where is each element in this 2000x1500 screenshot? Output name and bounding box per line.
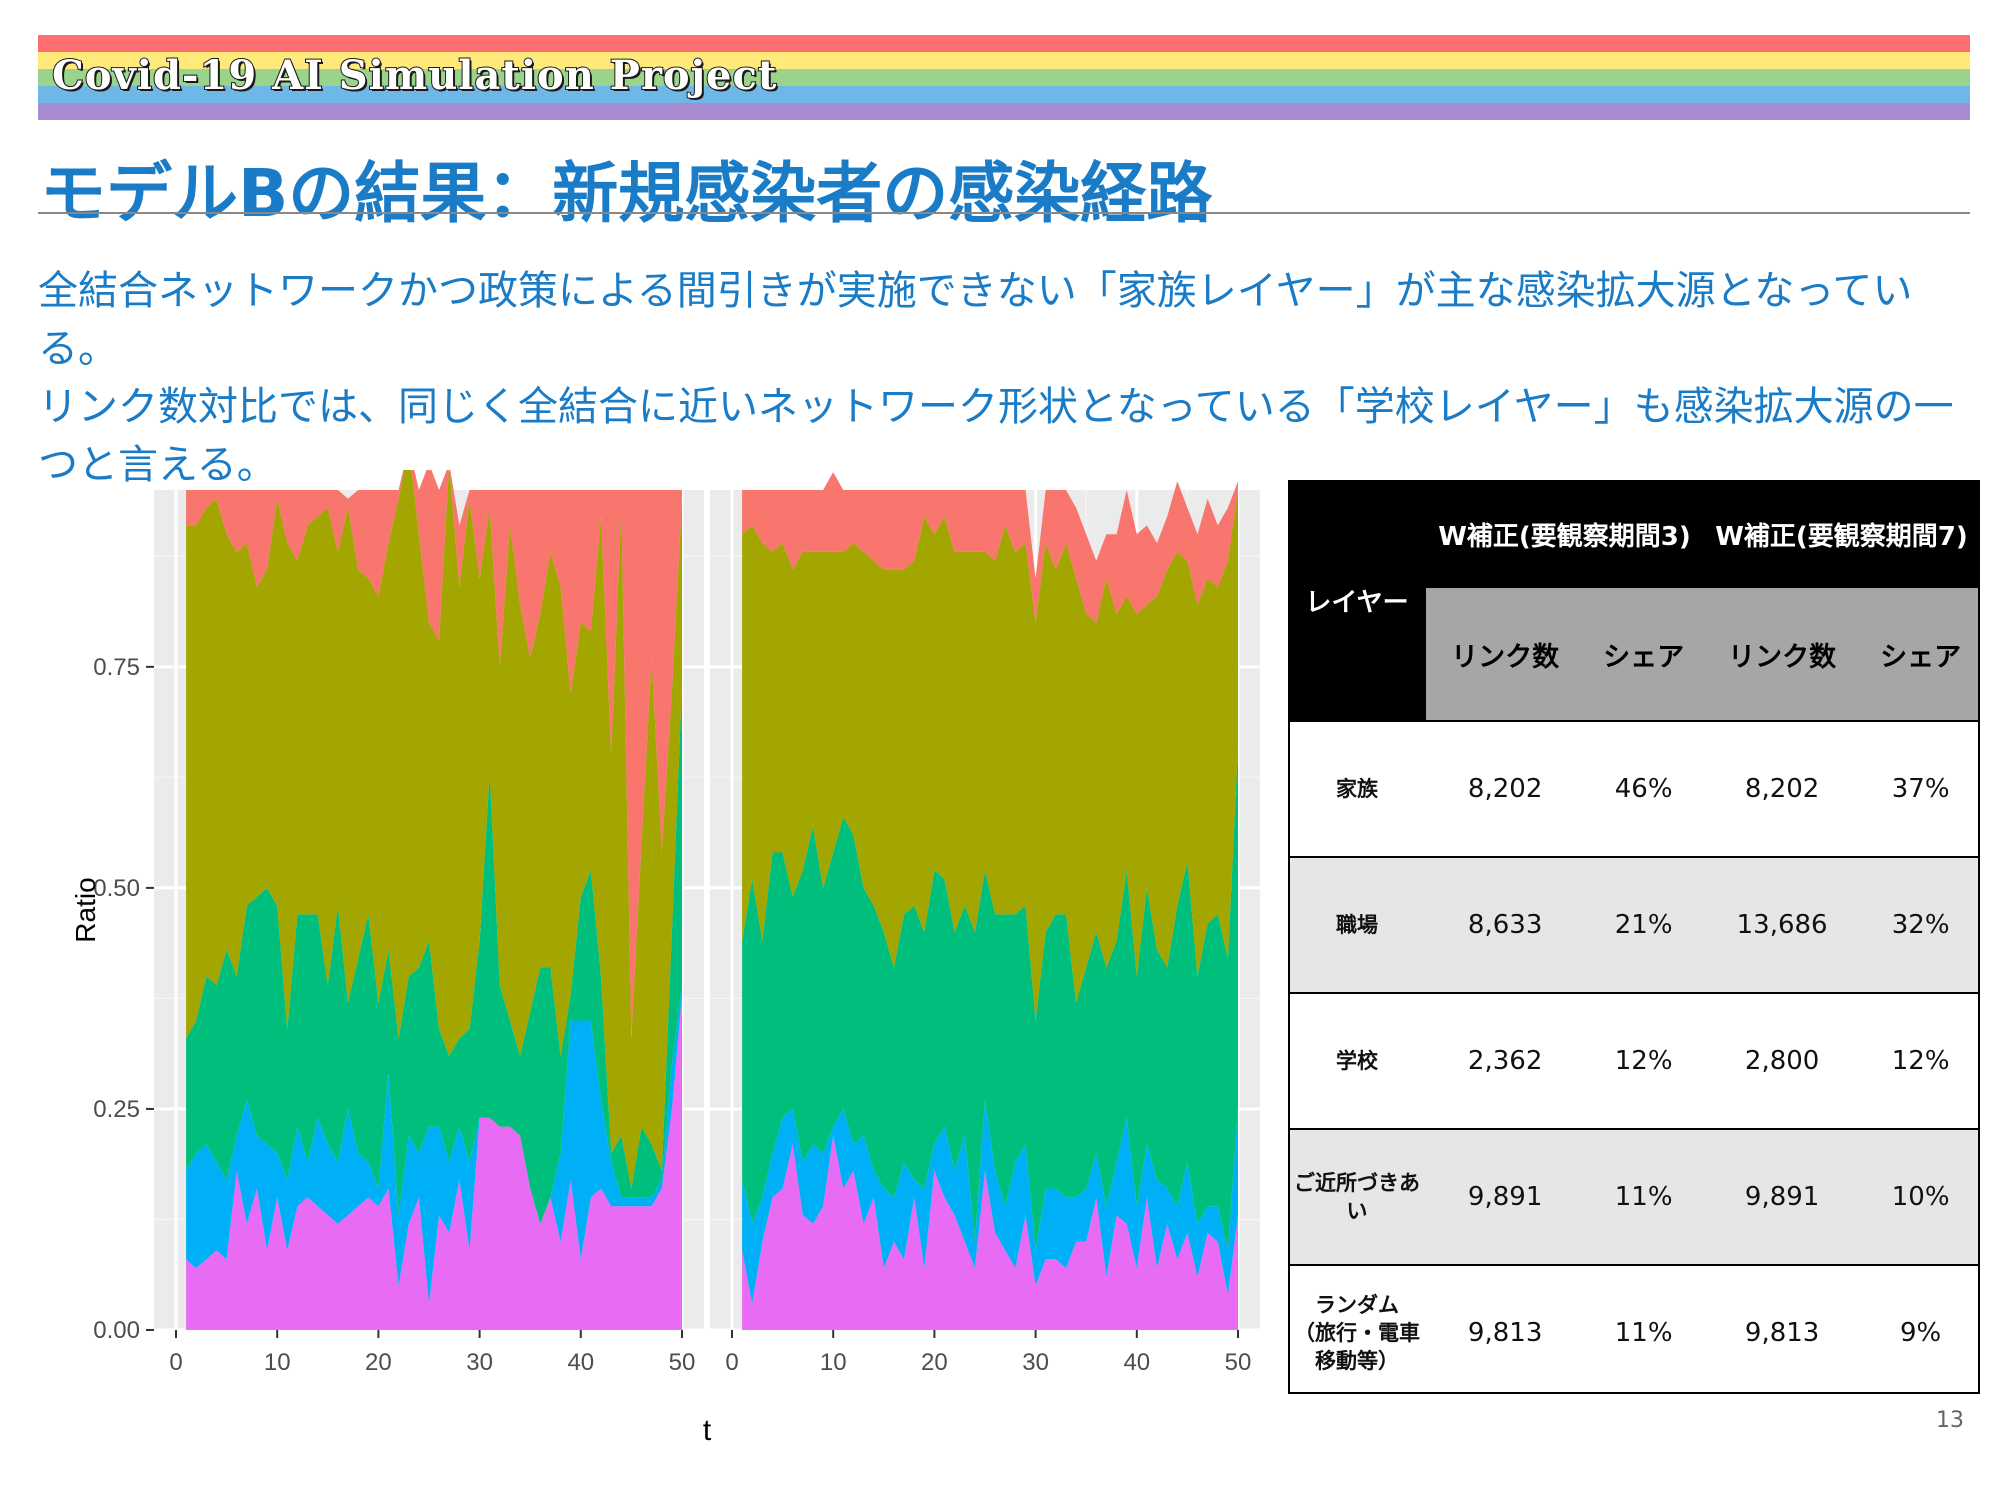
banner-stripe-red bbox=[38, 35, 1970, 52]
cell-link-count-7: 8,202 bbox=[1702, 720, 1862, 857]
banner-stripe-green bbox=[38, 69, 1970, 86]
banner-stripe-yellow bbox=[38, 52, 1970, 69]
link-count-table: レイヤー W補正(要観察期間3) W補正(要観察期間7) リンク数 シェア リン… bbox=[1288, 480, 1980, 1400]
cell-link-count-7: 13,686 bbox=[1702, 856, 1862, 993]
title-divider bbox=[38, 212, 1970, 214]
area-series-5 bbox=[742, 472, 1238, 623]
y-tick-label: 0.00 bbox=[93, 1317, 140, 1344]
x-tick-label: 50 bbox=[1225, 1349, 1252, 1376]
cell-share-3: 46% bbox=[1584, 720, 1703, 857]
layer-name: 家族 bbox=[1288, 720, 1426, 857]
area-series-4 bbox=[186, 470, 682, 1189]
cell-share-3: 12% bbox=[1584, 992, 1703, 1129]
subheader-share: シェア bbox=[1584, 588, 1703, 721]
layer-name-random: ランダム （旅行・電車 移動等） bbox=[1288, 1264, 1426, 1400]
cell-share-7: 37% bbox=[1861, 720, 1980, 857]
layer-name-detail: 移動等） bbox=[1315, 1349, 1399, 1373]
x-tick-label: 10 bbox=[264, 1349, 291, 1376]
y-axis-label: Ratio bbox=[70, 877, 101, 942]
area-series-3 bbox=[186, 684, 682, 1224]
cell-share-7: 9% bbox=[1861, 1264, 1980, 1400]
cell-share-7: 12% bbox=[1861, 992, 1980, 1129]
x-tick-label: 0 bbox=[725, 1349, 738, 1376]
table-row-family: 家族 8,202 46% 8,202 37% bbox=[1288, 720, 1980, 857]
cell-share-3: 11% bbox=[1584, 1128, 1703, 1265]
cell-share-3: 11% bbox=[1584, 1264, 1703, 1400]
y-tick-label: 0.50 bbox=[93, 875, 140, 902]
y-tick-label: 0.25 bbox=[93, 1096, 140, 1123]
table-row-workplace: 職場 8,633 21% 13,686 32% bbox=[1288, 856, 1980, 993]
x-tick-label: 30 bbox=[466, 1349, 493, 1376]
x-tick-label: 40 bbox=[567, 1349, 594, 1376]
cell-link-count-3: 8,202 bbox=[1426, 720, 1585, 857]
cell-share-7: 10% bbox=[1861, 1128, 1980, 1265]
cell-link-count-3: 8,633 bbox=[1426, 856, 1585, 993]
layer-name: ランダム bbox=[1315, 1293, 1399, 1317]
page-number: 13 bbox=[1936, 1408, 1964, 1433]
layer-name: 職場 bbox=[1288, 856, 1426, 993]
lead-line-2: リンク数対比では、同じく全結合に近いネットワーク形状となっている「学校レイヤー」… bbox=[38, 384, 1954, 488]
y-tick-label: 0.75 bbox=[93, 654, 140, 681]
table-row-random: ランダム （旅行・電車 移動等） 9,813 11% 9,813 9% bbox=[1288, 1264, 1980, 1400]
layer-name: 学校 bbox=[1288, 992, 1426, 1129]
slide-title: モデルBの結果：新規感染者の感染経路 bbox=[40, 155, 1213, 232]
x-tick-label: 20 bbox=[921, 1349, 948, 1376]
cell-share-3: 21% bbox=[1584, 856, 1703, 993]
cell-link-count-3: 9,813 bbox=[1426, 1264, 1585, 1400]
layer-name-detail: （旅行・電車 bbox=[1294, 1321, 1420, 1345]
table-row-neighborhood: ご近所づきあい 9,891 11% 9,891 10% bbox=[1288, 1128, 1980, 1265]
banner-stripe-purple bbox=[38, 103, 1970, 120]
banner-stripe-blue bbox=[38, 86, 1970, 103]
subheader-link-count: リンク数 bbox=[1426, 588, 1585, 721]
layer-column-header: レイヤー bbox=[1288, 480, 1426, 721]
x-tick-label: 30 bbox=[1022, 1349, 1049, 1376]
cell-link-count-7: 9,813 bbox=[1702, 1264, 1862, 1400]
layer-name: ご近所づきあい bbox=[1288, 1128, 1426, 1265]
cell-share-7: 32% bbox=[1861, 856, 1980, 993]
lead-text: 全結合ネットワークかつ政策による間引きが実施できない「家族レイヤー」が主な感染拡… bbox=[38, 262, 1968, 494]
area-series-5 bbox=[186, 470, 682, 1039]
cell-link-count-7: 9,891 bbox=[1702, 1128, 1862, 1265]
x-tick-label: 20 bbox=[365, 1349, 392, 1376]
subheader-link-count: リンク数 bbox=[1702, 588, 1862, 721]
area-series-2 bbox=[742, 1100, 1238, 1304]
area-series-2 bbox=[186, 985, 682, 1304]
x-axis-label: t bbox=[703, 1414, 712, 1447]
x-tick-label: 0 bbox=[169, 1349, 182, 1376]
stacked-area-chart: 0.00 0.25 0.50 0.75 Ratio 0 10 20 30 40 50 0 10 20 30 4… bbox=[70, 470, 1260, 1447]
area-series-1 bbox=[742, 1135, 1238, 1330]
x-tick-label: 50 bbox=[669, 1349, 696, 1376]
lead-line-1: 全結合ネットワークかつ政策による間引きが実施できない「家族レイヤー」が主な感染拡… bbox=[38, 268, 1913, 372]
area-series-1 bbox=[186, 994, 682, 1330]
group-header-period-3: W補正(要観察期間3) bbox=[1426, 480, 1703, 588]
area-series-3 bbox=[742, 746, 1238, 1251]
group-header-period-7: W補正(要観察期間7) bbox=[1702, 480, 1980, 588]
area-series-4 bbox=[742, 490, 1238, 1021]
project-title: Covid-19 AI Simulation Project bbox=[51, 51, 778, 100]
x-tick-label: 10 bbox=[820, 1349, 847, 1376]
cell-link-count-3: 2,362 bbox=[1426, 992, 1585, 1129]
table-row-school: 学校 2,362 12% 2,800 12% bbox=[1288, 992, 1980, 1129]
cell-link-count-3: 9,891 bbox=[1426, 1128, 1585, 1265]
cell-link-count-7: 2,800 bbox=[1702, 992, 1862, 1129]
x-tick-label: 40 bbox=[1123, 1349, 1150, 1376]
rainbow-banner bbox=[38, 35, 1970, 120]
subheader-share: シェア bbox=[1861, 588, 1980, 721]
